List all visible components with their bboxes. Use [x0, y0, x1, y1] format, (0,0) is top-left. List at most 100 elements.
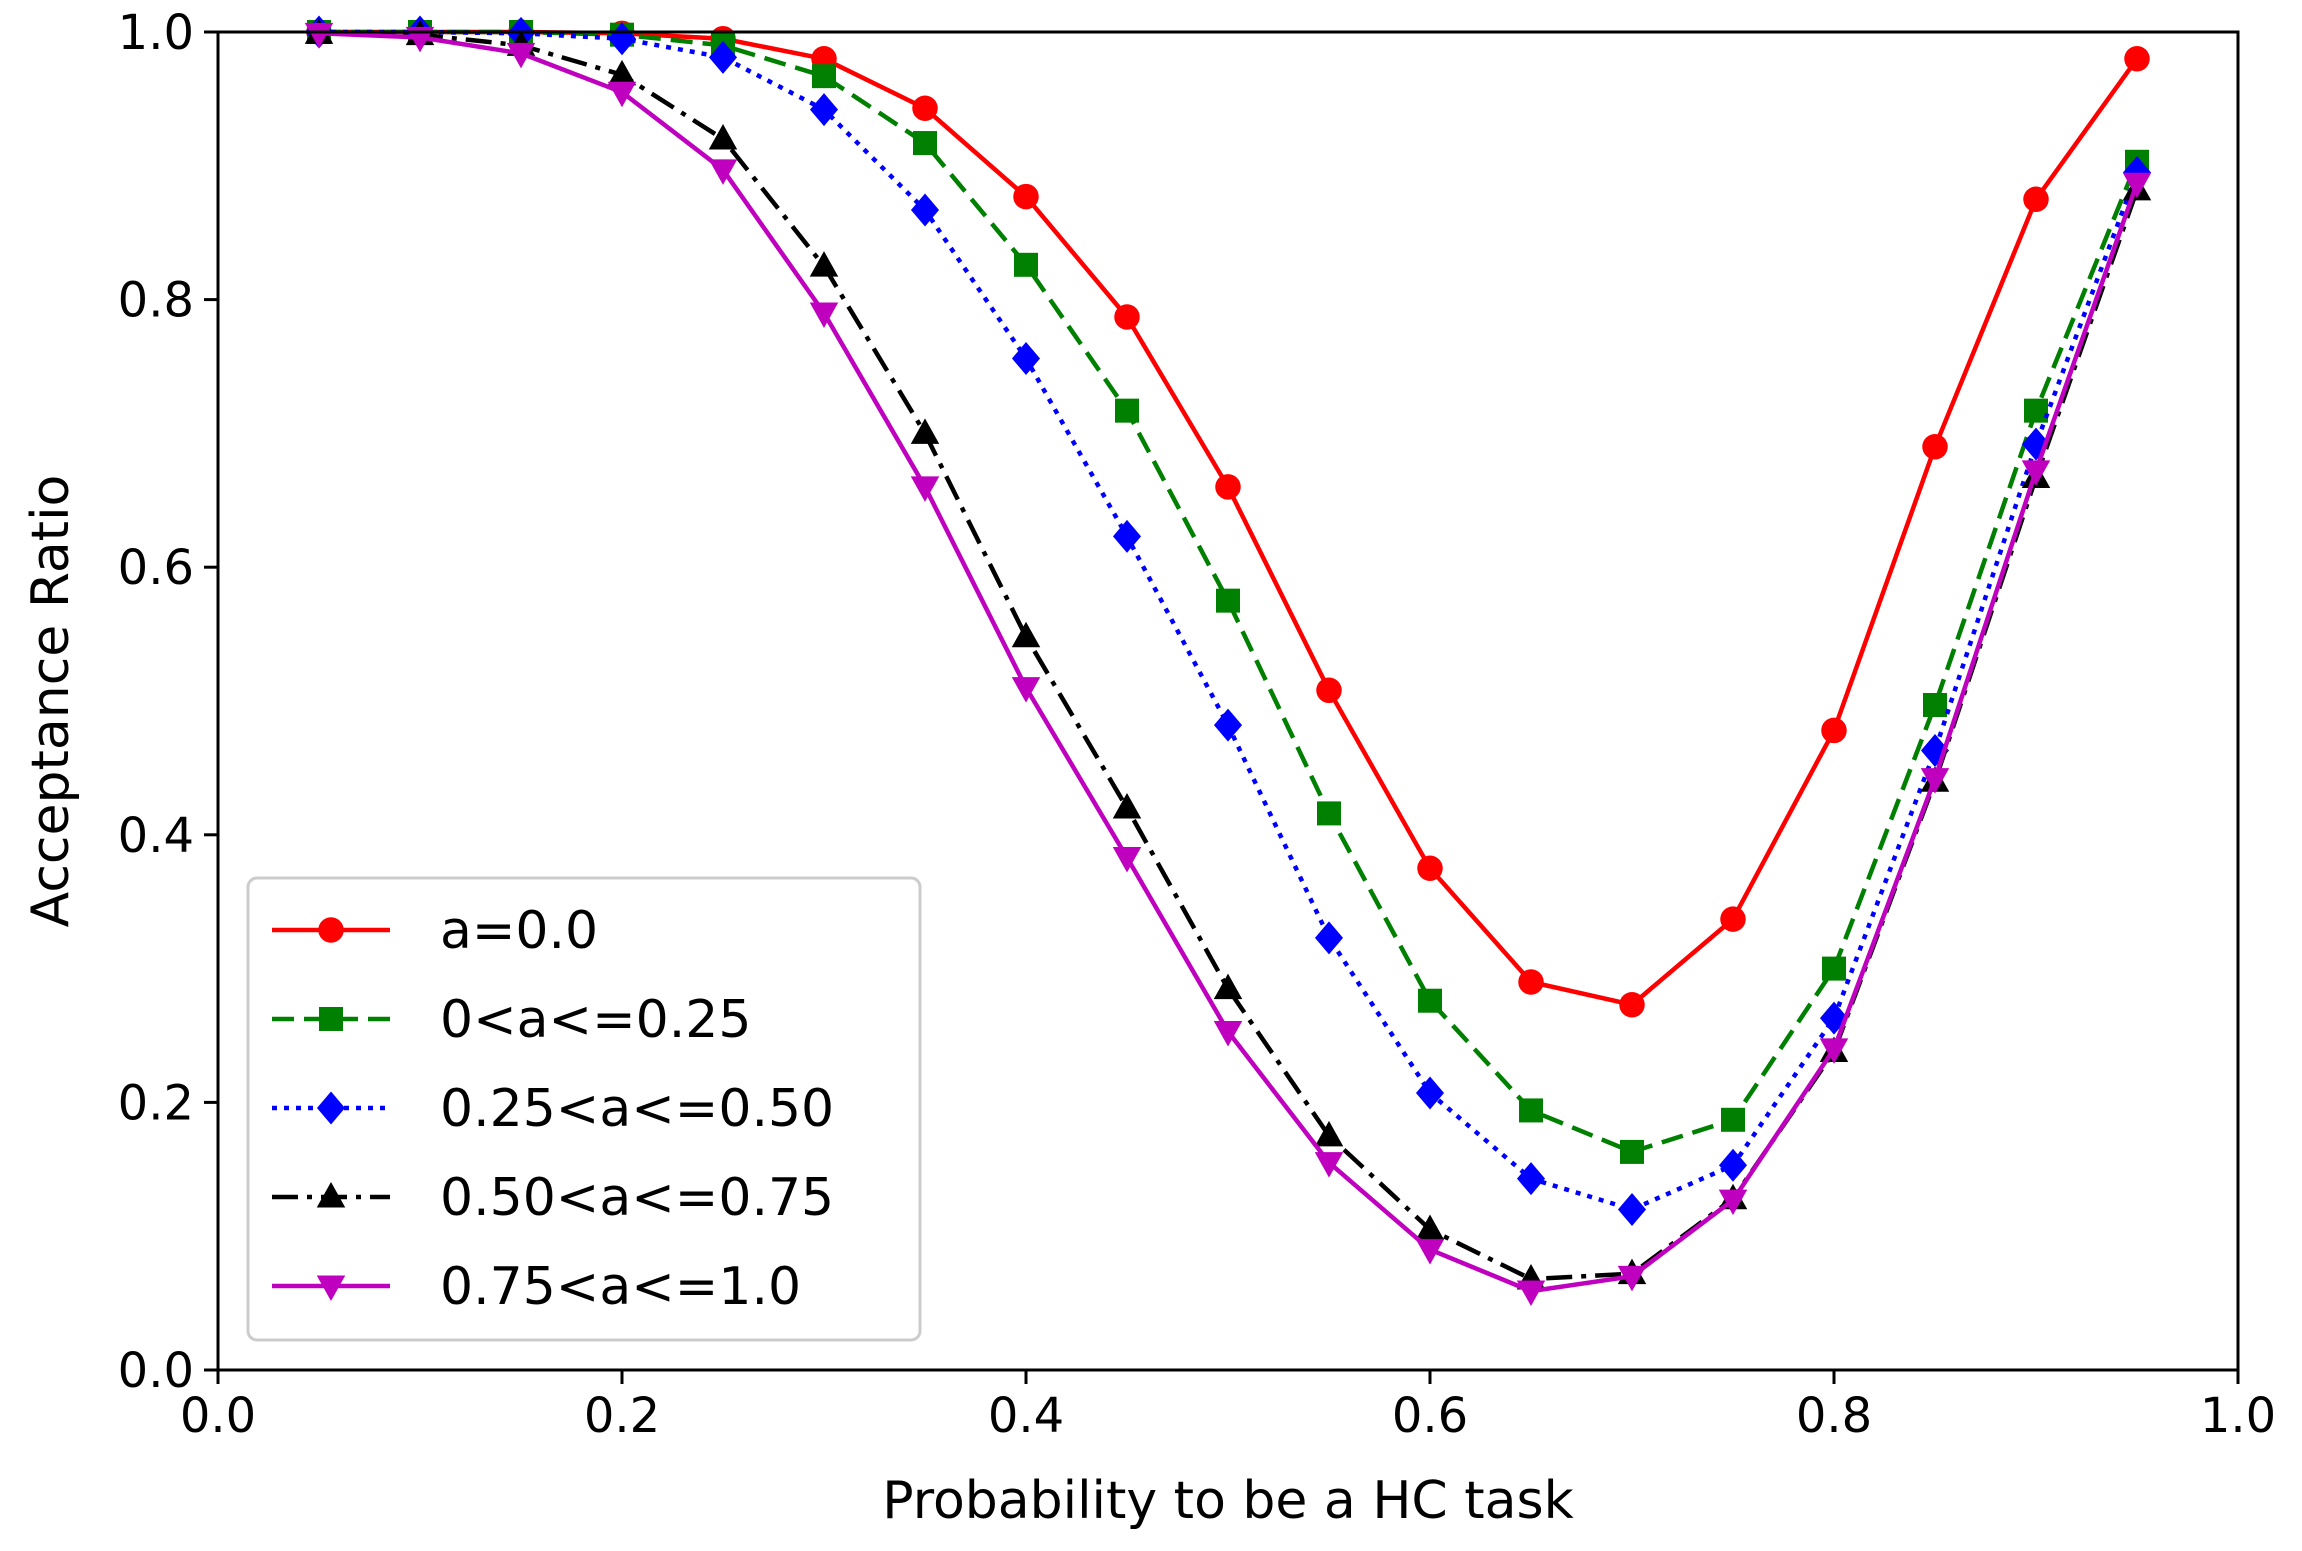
legend-swatch-marker	[318, 917, 344, 943]
data-point	[2122, 172, 2152, 199]
data-point	[1415, 1239, 1445, 1265]
data-point	[1415, 1214, 1445, 1241]
data-point	[1417, 855, 1443, 881]
data-point	[1314, 1152, 1344, 1178]
plot-area-frame	[216, 30, 2240, 1372]
legend-label: 0<a<=0.25	[440, 990, 751, 1050]
data-point	[1215, 474, 1241, 500]
x-tick-label: 0.4	[988, 1388, 1064, 1444]
data-point	[1516, 1280, 1546, 1307]
data-point	[809, 93, 839, 127]
data-point	[2023, 186, 2049, 212]
legend-box	[246, 876, 922, 1342]
series-line	[319, 29, 2139, 1007]
data-point	[708, 40, 738, 74]
legend-entry: a=0.0	[272, 901, 598, 961]
data-point	[1316, 677, 1342, 704]
y-tick-label: 1.0	[118, 5, 194, 61]
data-point	[1011, 341, 1041, 375]
data-point	[1216, 588, 1240, 613]
data-point	[708, 159, 738, 185]
x-tick-label: 0.8	[1796, 1388, 1872, 1444]
data-point	[1213, 708, 1243, 742]
legend-swatch-marker	[319, 1007, 343, 1031]
data-point	[607, 81, 637, 108]
data-point	[1518, 969, 1544, 995]
data-point	[506, 42, 536, 69]
data-point	[1718, 1189, 1748, 1216]
data-point	[1821, 717, 1847, 744]
data-point	[1013, 183, 1039, 210]
data-point	[2124, 46, 2150, 72]
legend-label: 0.25<a<=0.50	[440, 1079, 834, 1139]
legend-label: 0.75<a<=1.0	[440, 1257, 801, 1317]
data-point	[1112, 519, 1142, 553]
data-point	[1620, 1139, 1644, 1164]
y-tick-label: 0.2	[118, 1075, 194, 1131]
data-point	[1014, 252, 1038, 277]
data-point	[1011, 621, 1041, 648]
data-point	[1819, 1038, 1849, 1064]
legend-entry: 0.75<a<=1.0	[272, 1257, 801, 1317]
data-point	[607, 59, 637, 86]
legend-swatch-marker	[316, 1275, 346, 1301]
y-tick-label: 0.6	[118, 540, 194, 596]
y-tick-label: 0.4	[118, 808, 194, 864]
data-point	[1314, 1120, 1344, 1147]
x-tick-label: 0.2	[584, 1388, 660, 1444]
data-point	[2024, 398, 2048, 423]
x-axis-label: Probability to be a HC task	[882, 1471, 1573, 1531]
data-point	[1415, 1076, 1445, 1110]
data-point	[1720, 906, 1746, 932]
data-point	[1721, 1107, 1745, 1132]
data-point	[708, 124, 738, 150]
data-point	[1920, 768, 1950, 794]
data-point	[1314, 921, 1344, 955]
x-tick-label: 0.0	[180, 1388, 256, 1444]
y-axis-label: Acceptance Ratio	[21, 475, 81, 928]
data-point	[910, 193, 940, 227]
y-tick-label: 0.0	[118, 1343, 194, 1399]
y-tick-label: 0.8	[118, 273, 194, 329]
data-point	[1519, 1098, 1543, 1123]
data-point	[1317, 801, 1341, 826]
data-point	[1213, 973, 1243, 1000]
data-point	[912, 95, 938, 122]
legend-entry: 0.25<a<=0.50	[272, 1079, 834, 1139]
data-point	[809, 251, 839, 277]
legend: a=0.0 0<a<=0.25 0.25<a<=0.50 0.50<a<=0.75 0.…	[246, 876, 922, 1342]
data-point	[304, 22, 334, 49]
legend-label: a=0.0	[440, 901, 598, 961]
data-point	[1011, 677, 1041, 703]
data-point	[1418, 988, 1442, 1013]
data-point	[1112, 847, 1142, 873]
data-point	[913, 131, 937, 156]
legend-entry: 0<a<=0.25	[272, 990, 751, 1050]
data-point	[1923, 693, 1947, 718]
data-point	[910, 476, 940, 502]
x-tick-label: 0.6	[1392, 1388, 1468, 1444]
data-point	[809, 302, 839, 328]
data-point	[910, 418, 940, 444]
x-tick-label: 1.0	[2200, 1388, 2276, 1444]
data-point	[1213, 1020, 1243, 1047]
data-point	[1617, 1265, 1647, 1292]
data-point	[1617, 1192, 1647, 1226]
series-5	[304, 22, 2152, 1307]
data-point	[607, 22, 637, 56]
data-point	[1112, 793, 1142, 819]
data-point	[1922, 434, 1948, 460]
data-point	[812, 64, 836, 89]
data-point	[1114, 304, 1140, 330]
legend-swatch-marker	[316, 1091, 346, 1125]
data-point	[1619, 991, 1645, 1018]
data-point	[1516, 1162, 1546, 1196]
legend-swatch-marker	[316, 1182, 346, 1208]
data-point	[2021, 460, 2051, 486]
data-point	[1718, 1148, 1748, 1182]
legend-label: 0.50<a<=0.75	[440, 1168, 834, 1228]
axis-ticks: 0.0 0.2 0.4 0.6 0.8 1.0 0.0 0.2 0.4 0.6 0.8 1.0	[118, 5, 2277, 1444]
data-point	[1115, 398, 1139, 423]
